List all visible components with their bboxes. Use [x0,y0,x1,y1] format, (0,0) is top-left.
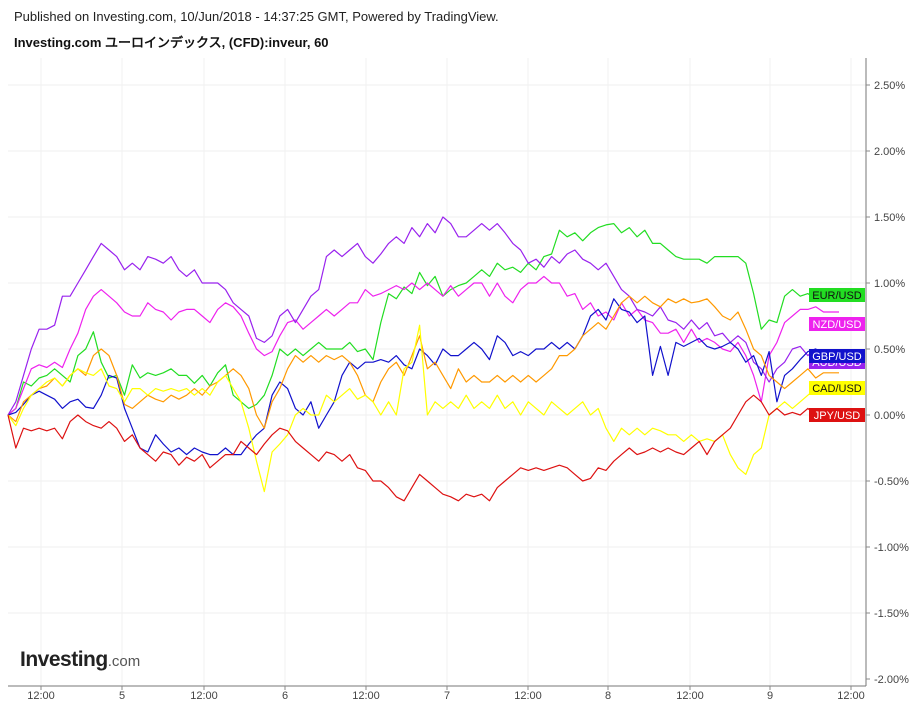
series-line-nzd-usd [7,275,839,416]
series-label-text: JPY/USD [814,410,861,422]
y-tick-label: -2.00% [874,674,909,686]
series-label-jpy-usd: JPY/USD [809,408,865,422]
series-label-text: EUR/USD [812,290,862,302]
series-label-box [809,349,865,363]
x-tick-label: 12:00 [676,690,704,702]
y-tick-label: 0.00% [874,410,905,422]
x-tick-label: 8 [605,690,611,702]
published-line: Published on Investing.com, 10/Jun/2018 … [14,9,499,24]
series-line-eur-usd [7,223,839,416]
x-tick-label: 5 [119,690,125,702]
y-tick-label: 0.50% [874,344,905,356]
y-tick-label: 2.50% [874,80,905,92]
series-label-gbp-usd: GBP/USD [809,349,865,363]
x-tick-label: 12:00 [190,690,218,702]
investing-logo: Investing.com [20,648,140,672]
series-label-cad-usd: CAD/USD [809,381,865,395]
series-label-box [809,317,865,331]
y-tick-label: 1.50% [874,212,905,224]
series-label-box [809,408,865,422]
series-label-box [809,381,865,395]
x-tick-label: 12:00 [27,690,55,702]
x-tick-label: 7 [444,690,450,702]
series-label-nzd-usd: NZD/USD [809,317,865,331]
y-tick-label: -1.50% [874,608,909,620]
series-line-jpy-usd [7,394,839,502]
chart-title: Investing.com ユーロインデックス, (CFD):inveur, 6… [14,35,329,50]
grid [8,58,866,686]
x-tick-label: 9 [767,690,773,702]
y-tick-label: -1.00% [874,542,909,554]
y-axis-ticks: 2.50% 2.00% 1.50% 1.00% 0.50% 0.00% -0.50% -1.0… [866,80,909,686]
logo-suffix: .com [107,653,141,670]
x-tick-label: 12:00 [514,690,542,702]
x-tick-label: 6 [282,690,288,702]
y-tick-label: 1.00% [874,278,905,290]
series-line-cad-usd-yellow [7,324,839,493]
y-tick-label: 2.00% [874,146,905,158]
series-line-cad-usd [7,295,839,429]
series-label-text: GBP/USD [812,351,862,363]
x-axis-ticks: 12:00 5 12:00 6 12:00 7 12:00 8 12:00 9 12:00 [27,686,865,702]
logo-main: Investing [20,648,108,671]
y-tick-label: -0.50% [874,476,909,488]
series-label-text: CAD/USD [812,383,862,395]
x-tick-label: 12:00 [837,690,865,702]
series-label-box [809,288,865,302]
series-label-eur-usd: EUR/USD [809,288,865,302]
series-line-aud-usd [7,216,840,416]
series-label-text: NZD/USD [813,319,862,331]
axes [8,58,867,687]
series-lines [7,216,840,502]
series-labels: AUD/USDEUR/USDNZD/USDGBP/USDCAD/USDJPY/U… [809,288,865,422]
x-tick-label: 12:00 [352,690,380,702]
